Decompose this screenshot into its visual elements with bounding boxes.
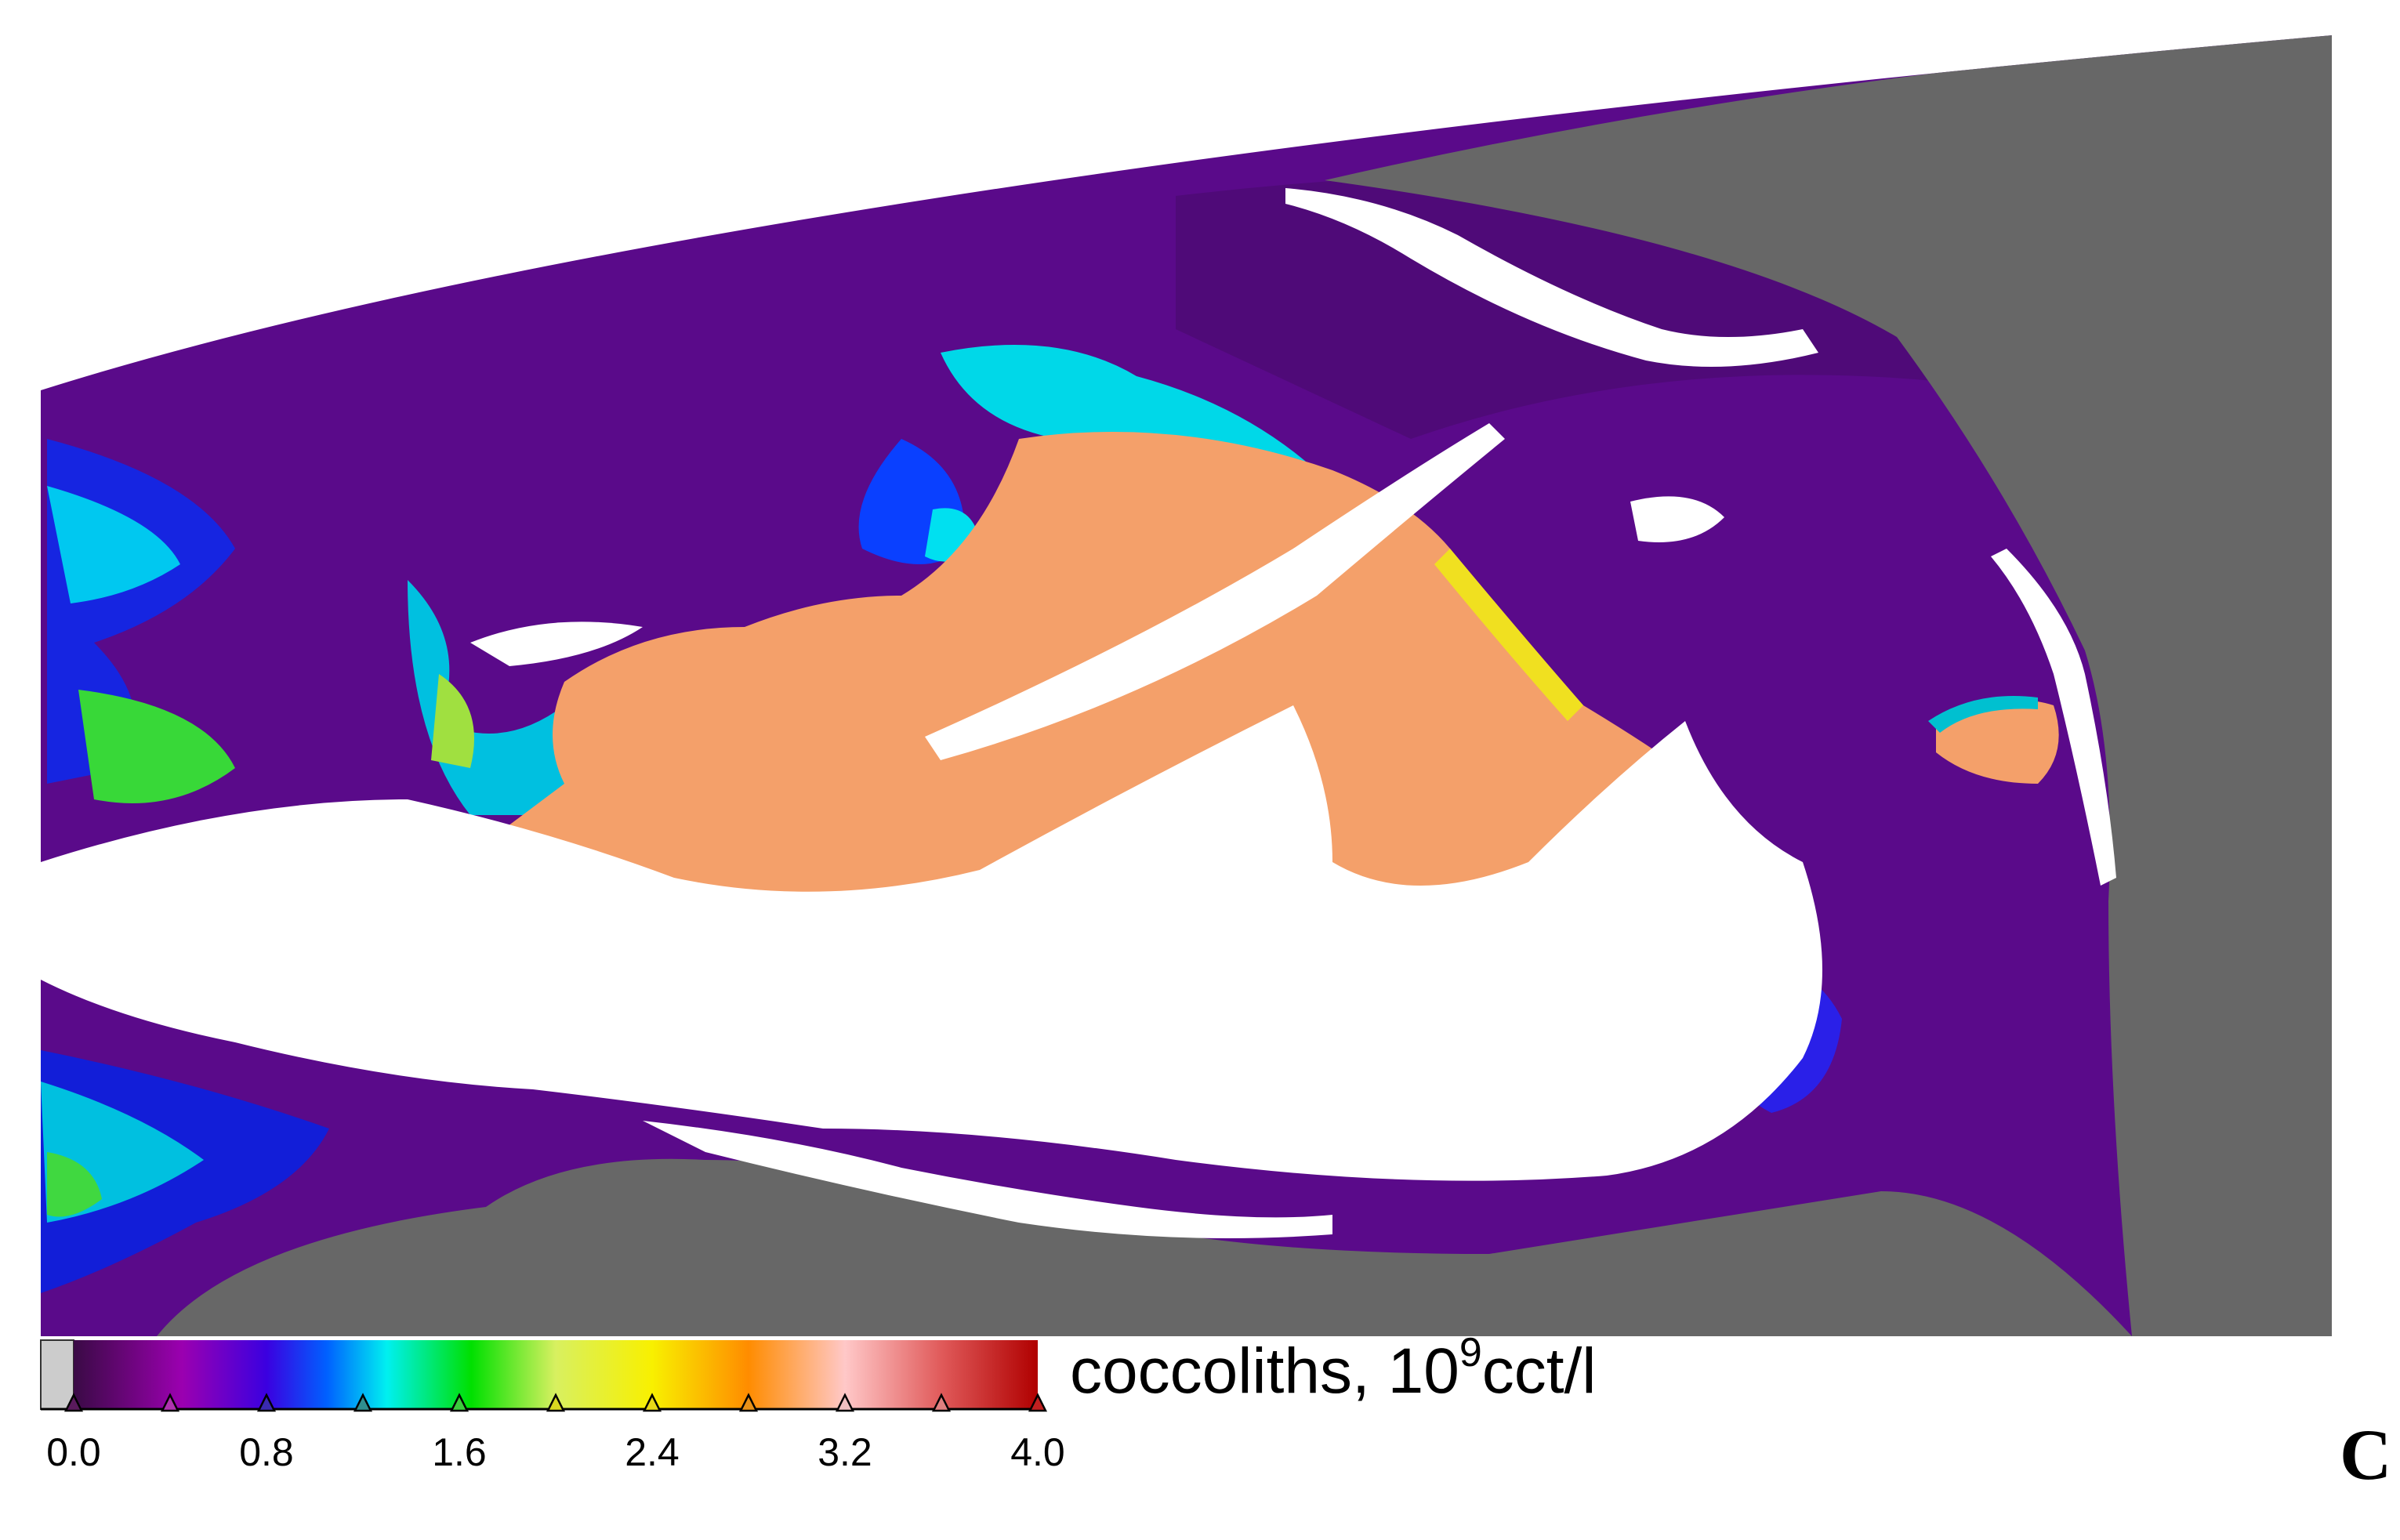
colorbar-marker — [931, 1393, 952, 1412]
cloud-northwest — [470, 621, 643, 666]
colorbar-marker — [63, 1393, 84, 1412]
unit-label-suffix: cct/l — [1481, 1335, 1597, 1407]
colorbar-unit-label: coccoliths, 109cct/l — [1070, 1332, 1597, 1404]
colorbar-tick-label: 0.8 — [239, 1430, 294, 1474]
cloud-east — [1630, 496, 1724, 542]
colorbar-marker — [738, 1393, 759, 1412]
cloud-main — [41, 705, 1822, 1181]
colorbar-marker — [1028, 1393, 1048, 1412]
panel-letter: C — [2340, 1415, 2392, 1495]
land-area-south — [157, 1158, 2132, 1336]
colorbar-marker — [353, 1393, 373, 1412]
colorbar-tick-labels: 0.0 0.8 1.6 2.4 3.2 4.0 — [46, 1430, 1065, 1474]
cloud-east-coast — [1991, 549, 2116, 886]
colorbar-marker — [642, 1393, 662, 1412]
cloud-diagonal-streak — [925, 423, 1505, 760]
southwest-green-spot — [47, 1152, 102, 1217]
colorbar-tick-label: 1.6 — [432, 1430, 487, 1474]
colorbar-nodata-swatch — [40, 1339, 74, 1410]
colorbar-tick-label: 4.0 — [1010, 1430, 1065, 1474]
colorbar-marker — [449, 1393, 469, 1412]
colorbar: 0.0 0.8 1.6 2.4 3.2 4.0 — [40, 1339, 1065, 1474]
front-band-west-cyan — [47, 486, 180, 603]
colorbar-marker — [835, 1393, 855, 1412]
cloud-southwest — [63, 901, 408, 1019]
colorbar-tick-label: 3.2 — [818, 1430, 872, 1474]
bloom-edge-yellow — [1434, 549, 1583, 721]
bloom-east-ring — [1928, 696, 2038, 733]
unit-label-exponent: 9 — [1459, 1330, 1482, 1375]
front-band-middle-green — [431, 674, 474, 768]
colorbar-marker — [546, 1393, 566, 1412]
colorbar-tick-label: 2.4 — [625, 1430, 680, 1474]
colorbar-marker — [160, 1393, 180, 1412]
land-area-east — [1325, 35, 2332, 1336]
colorbar-markers — [63, 1393, 1048, 1412]
colorbar-tick-label: 0.0 — [46, 1430, 101, 1474]
cloud-northeast-strip — [1285, 188, 1818, 367]
front-band-west-green — [78, 690, 235, 803]
cloud-south-coast — [643, 1121, 1332, 1238]
unit-label-prefix: coccoliths, 10 — [1070, 1335, 1459, 1407]
bloom-east-patch — [1936, 700, 2059, 784]
colorbar-marker — [256, 1393, 277, 1412]
